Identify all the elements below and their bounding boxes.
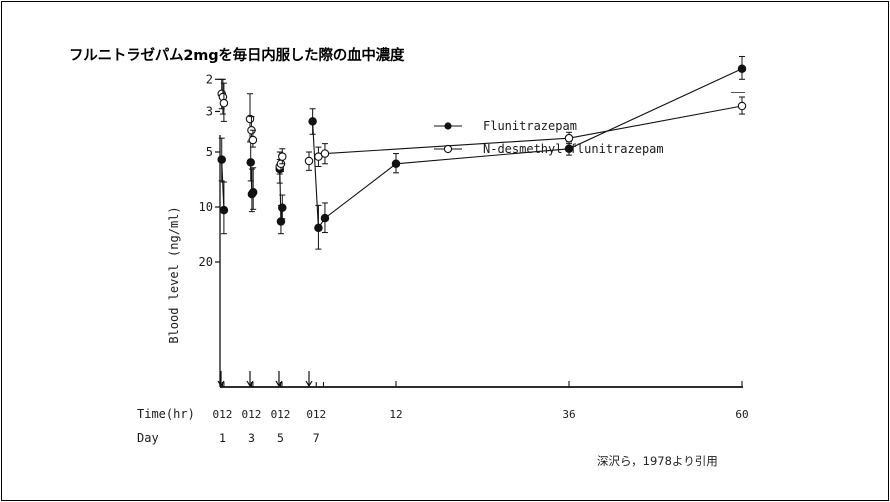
y-tick-label: 5 [206,145,213,159]
data-point-desmethyl [219,98,229,108]
data-point-flunitrazepam [320,213,330,223]
legend-label-desmethyl: N-desmethyl-flunitrazepam [483,142,664,156]
corner-mark [731,92,745,93]
day-label: 7 [313,431,320,445]
data-point-flunitrazepam [219,205,229,215]
data-point-flunitrazepam [217,155,226,164]
y-tick-label: 20 [199,255,213,269]
data-point-desmethyl [304,156,314,166]
x-axis-title: Time(hr) [137,407,195,421]
x-tick-label: 012 [242,408,262,421]
data-point-flunitrazepam [278,203,287,213]
x-tick-label: 012 [271,408,291,421]
dose-arrow-head [275,380,283,388]
y-tick-label: 10 [199,200,213,214]
data-point-flunitrazepam [248,187,258,197]
x-tick-label: 60 [735,408,748,421]
legend-marker-flunitrazepam [444,122,452,130]
y-tick-label: 3 [206,104,213,118]
x-tick-label: 12 [389,408,402,421]
x-tick-label: 36 [562,408,575,421]
dose-arrow-head [217,380,225,388]
x-tick-label: 012 [213,408,233,421]
data-point-flunitrazepam [276,217,286,226]
data-point-desmethyl [737,101,747,111]
x-tick-label: 012 [306,408,326,421]
legend-label-flunitrazepam: Flunitrazepam [483,119,577,133]
data-point-flunitrazepam [737,64,747,73]
data-point-flunitrazepam [308,117,317,126]
data-point-flunitrazepam [246,158,255,167]
citation: 深沢ら，1978より引用 [597,454,718,468]
page-title: フルニトラゼパム2mgを毎日内服した際の血中濃度 [69,48,405,64]
y-axis-label: Blood level (ng/ml) [167,206,181,343]
day-axis-title: Day [137,431,159,445]
data-point-desmethyl [278,152,287,161]
y-tick-label: 2 [206,72,213,86]
data-point-flunitrazepam [564,144,574,154]
data-point-desmethyl [248,135,258,145]
day-label: 1 [219,431,226,445]
data-point-desmethyl [564,133,574,143]
dose-arrow-head [246,380,254,388]
day-label: 3 [248,431,255,445]
legend: Flunitrazepam N-desmethyl-flunitrazepam [434,119,664,156]
legend-marker-desmethyl [443,144,453,154]
data-point-flunitrazepam [391,159,401,169]
data-point-flunitrazepam [314,223,323,233]
series-line [312,68,743,230]
data-point-desmethyl [320,149,330,158]
dose-arrow-head [305,380,313,388]
day-label: 5 [277,431,284,445]
